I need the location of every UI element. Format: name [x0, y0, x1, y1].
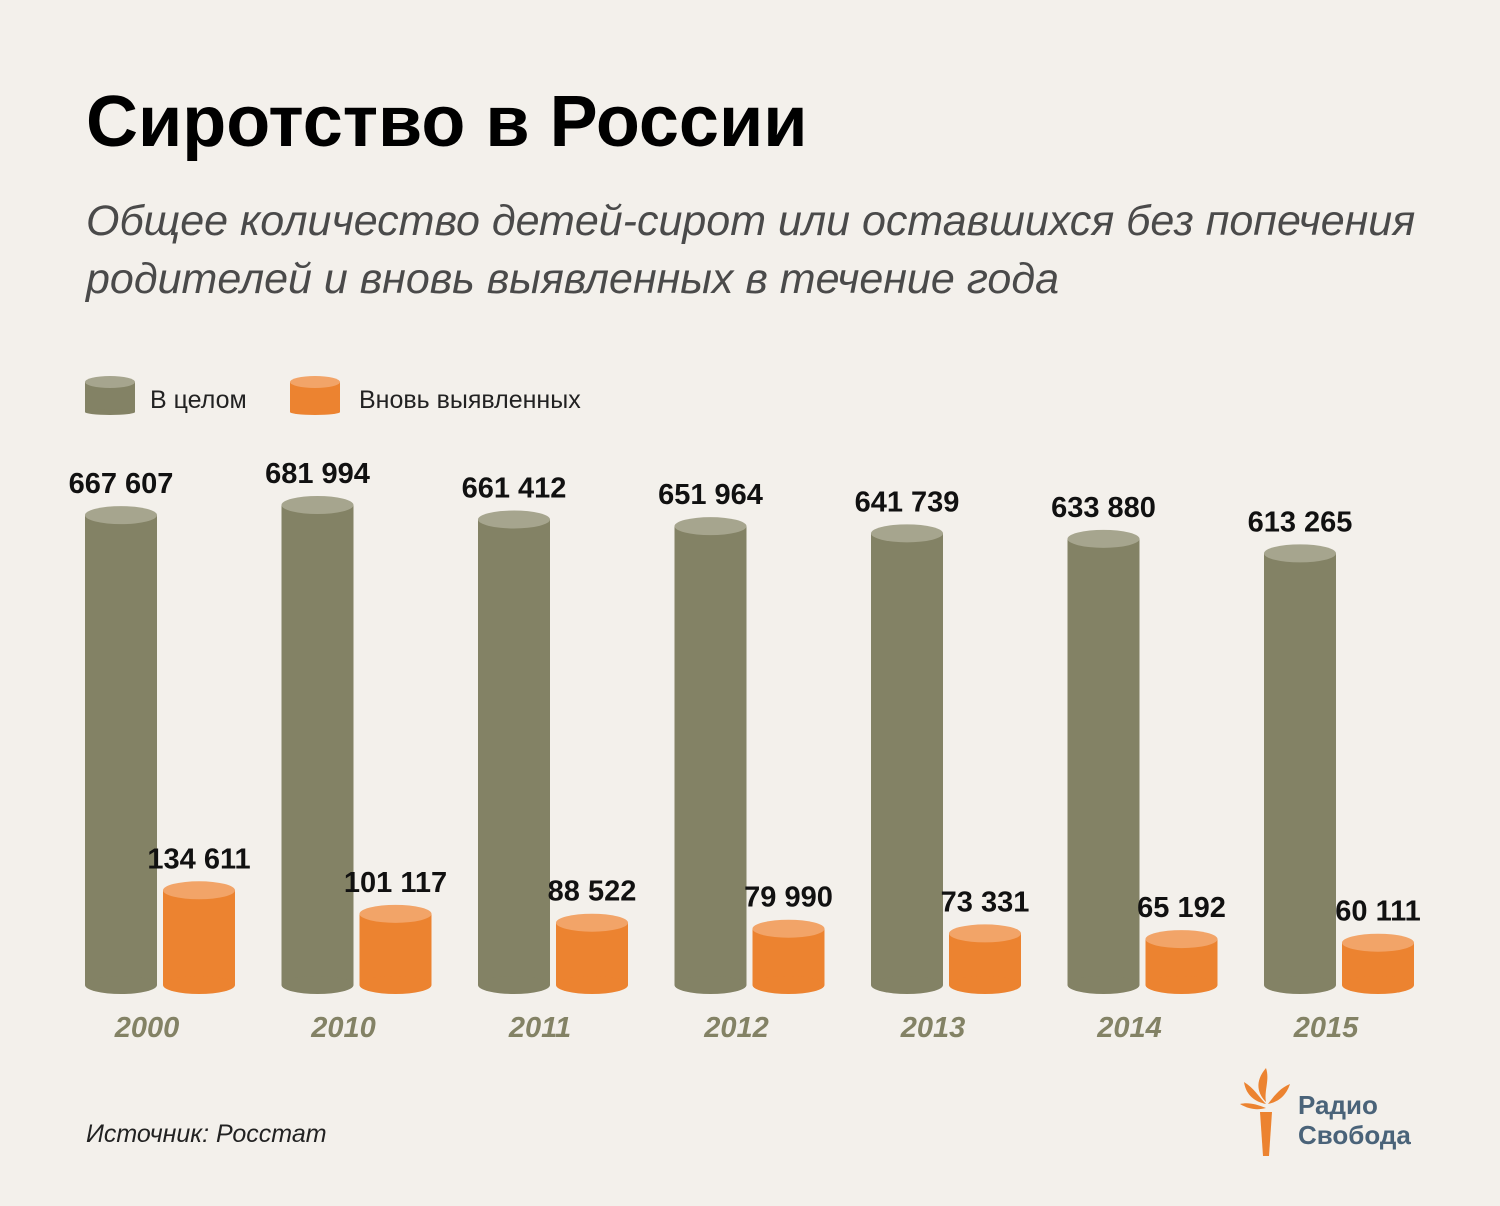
bar-chart: 667 607 134 611 2000 681 994 101 117 2010 661 … [69, 458, 1421, 1044]
value-label-new-2015: 60 111 [1335, 896, 1421, 928]
bar-body [281, 505, 354, 985]
bar-body [871, 533, 943, 985]
bar-new-2014 [1145, 930, 1218, 994]
chart-title: Сиротство в России [86, 82, 808, 162]
bar-total-2014 [1067, 529, 1140, 994]
bar-top [1342, 933, 1414, 952]
bar-top [1264, 544, 1336, 563]
bar-body [674, 526, 747, 985]
bar-top [1145, 930, 1218, 949]
bar-top [949, 924, 1021, 943]
legend-label-new: Вновь выявленных [359, 386, 581, 414]
value-label-total-2000: 667 607 [69, 468, 174, 500]
bar-body [556, 922, 628, 985]
bar-top [1067, 529, 1140, 548]
source-note: Источник: Росстат [86, 1120, 327, 1148]
value-label-new-2000: 134 611 [147, 843, 250, 875]
value-label-total-2010: 681 994 [265, 458, 370, 490]
bar-top [163, 881, 235, 900]
chart-subtitle: Общее количество детей-сирот или оставши… [86, 197, 1416, 303]
bar-base [85, 976, 157, 994]
bar-total-2010 [281, 496, 354, 994]
radio-svoboda-logo: Радио Свобода [1236, 1064, 1436, 1160]
bar-body [1067, 538, 1140, 985]
value-label-total-2012: 651 964 [658, 479, 763, 511]
bar-base [752, 976, 825, 994]
value-label-total-2014: 633 880 [1051, 492, 1156, 524]
year-label-2015: 2015 [1293, 1012, 1359, 1044]
bar-base [674, 976, 747, 994]
bar-body [752, 928, 825, 985]
bar-base [1264, 976, 1336, 994]
bar-body [359, 913, 432, 985]
value-label-new-2010: 101 117 [344, 867, 447, 899]
bar-total-2012 [674, 517, 747, 994]
bar-top [556, 913, 628, 932]
value-label-new-2013: 73 331 [941, 886, 1030, 918]
bar-new-2013 [949, 924, 1021, 994]
bar-base [871, 976, 943, 994]
bar-body [163, 890, 235, 985]
bar-top [85, 506, 157, 525]
year-label-2012: 2012 [703, 1012, 769, 1044]
bar-body [1264, 553, 1336, 985]
bar-base [359, 976, 432, 994]
bar-base [556, 976, 628, 994]
value-label-total-2011: 661 412 [462, 472, 567, 504]
bar-body [85, 515, 157, 985]
value-label-total-2015: 613 265 [1248, 506, 1353, 538]
bar-base [1067, 976, 1140, 994]
value-label-new-2011: 88 522 [548, 876, 637, 908]
bar-base [478, 976, 550, 994]
bar-top [752, 919, 825, 938]
bar-new-2010 [359, 904, 432, 994]
torch-icon [1240, 1068, 1290, 1156]
bar-total-2015 [1264, 544, 1336, 994]
year-label-2011: 2011 [508, 1012, 571, 1044]
bar-new-2000 [163, 881, 235, 994]
bar-base [1342, 976, 1414, 994]
bar-new-2011 [556, 913, 628, 994]
bar-new-2012 [752, 919, 825, 994]
logo-line2: Свобода [1298, 1120, 1411, 1150]
logo-line1: Радио [1298, 1090, 1378, 1120]
year-label-2000: 2000 [114, 1012, 180, 1044]
bar-total-2013 [871, 524, 943, 994]
legend-swatch-new [290, 376, 340, 415]
bar-top [478, 510, 550, 529]
value-label-new-2014: 65 192 [1137, 892, 1226, 924]
logo-text: Радио Свобода [1298, 1090, 1411, 1150]
year-label-2014: 2014 [1096, 1012, 1162, 1044]
bar-base [281, 976, 354, 994]
bar-new-2015 [1342, 933, 1414, 994]
bar-total-2000 [85, 506, 157, 994]
bar-base [1145, 976, 1218, 994]
bar-top [674, 517, 747, 536]
value-label-new-2012: 79 990 [744, 882, 833, 914]
bar-total-2011 [478, 510, 550, 994]
bar-base [949, 976, 1021, 994]
year-label-2010: 2010 [310, 1012, 376, 1044]
legend-label-total: В целом [150, 386, 247, 414]
bar-body [478, 519, 550, 985]
bar-top [281, 496, 354, 514]
legend-swatch-total [85, 376, 135, 415]
bar-base [163, 976, 235, 994]
bar-top [871, 524, 943, 543]
year-label-2013: 2013 [900, 1012, 966, 1044]
value-label-total-2013: 641 739 [855, 486, 960, 518]
bar-top [359, 904, 432, 923]
